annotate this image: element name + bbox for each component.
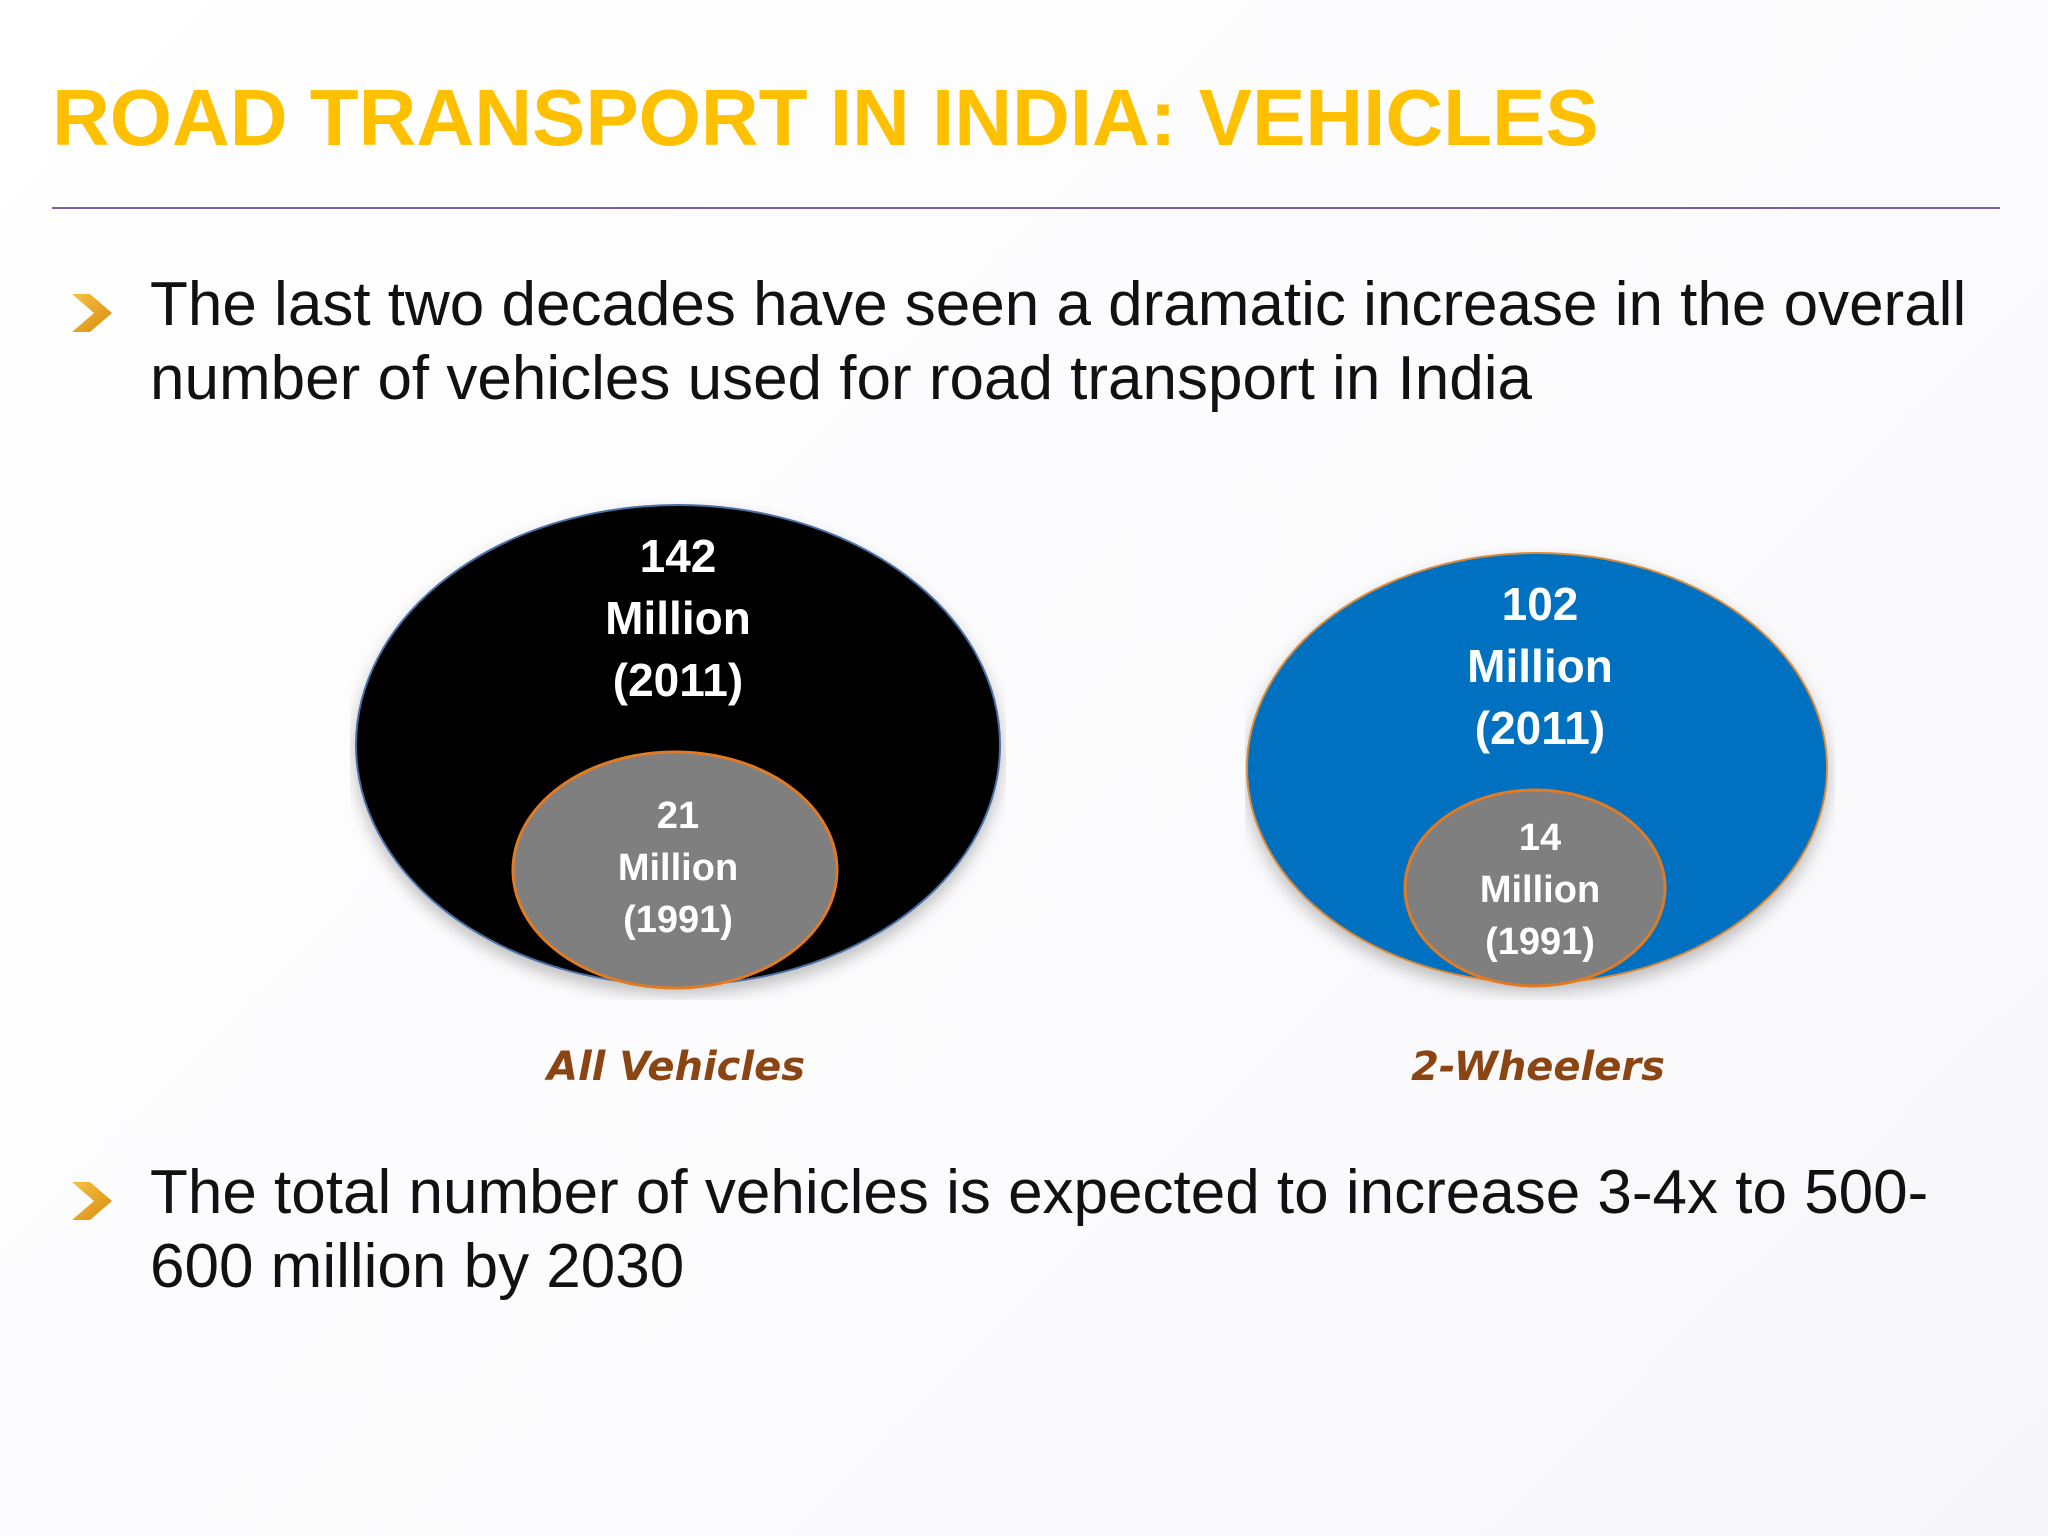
inner-unit: Million bbox=[617, 847, 739, 889]
inner-year: (1991) bbox=[1485, 921, 1595, 963]
outer-year: (2011) bbox=[612, 654, 744, 706]
inner-unit: Million bbox=[1479, 869, 1601, 911]
inner-value-label: 14 Million (1991) bbox=[1245, 812, 1835, 968]
inner-value: 21 bbox=[656, 795, 700, 837]
bullet-text: The total number of vehicles is expected… bbox=[150, 1158, 1929, 1301]
bullet-text: The last two decades have seen a dramati… bbox=[150, 270, 1967, 413]
outer-value-label: 102 Million (2011) bbox=[1245, 573, 1835, 759]
title-divider bbox=[52, 207, 2000, 209]
outer-value-label: 142 Million (2011) bbox=[350, 525, 1006, 711]
venn-all-vehicles: 142 Million (2011) 21 Million (1991) bbox=[350, 500, 1006, 1000]
venn-two-wheelers: 102 Million (2011) 14 Million (1991) bbox=[1245, 548, 1835, 1000]
inner-value-label: 21 Million (1991) bbox=[350, 790, 1006, 946]
outer-value: 142 bbox=[639, 530, 717, 582]
chevron-right-icon bbox=[72, 294, 112, 332]
outer-year: (2011) bbox=[1474, 702, 1606, 754]
inner-value: 14 bbox=[1518, 817, 1562, 859]
inner-year: (1991) bbox=[623, 899, 733, 941]
chevron-right-icon bbox=[72, 1182, 112, 1220]
slide-title: ROAD TRANSPORT IN INDIA: VEHICLES bbox=[52, 73, 1599, 162]
caption-all-vehicles: All Vehicles bbox=[546, 1044, 806, 1090]
caption-two-wheelers: 2-Wheelers bbox=[1411, 1044, 1665, 1090]
venn-all-vehicles-graphic bbox=[355, 504, 1001, 990]
inner-circle-1991 bbox=[511, 750, 839, 990]
inner-circle-1991 bbox=[1403, 788, 1667, 988]
outer-unit: Million bbox=[1467, 640, 1613, 692]
venn-two-wheelers-graphic bbox=[1246, 552, 1828, 988]
outer-unit: Million bbox=[605, 592, 751, 644]
outer-value: 102 bbox=[1501, 578, 1579, 630]
